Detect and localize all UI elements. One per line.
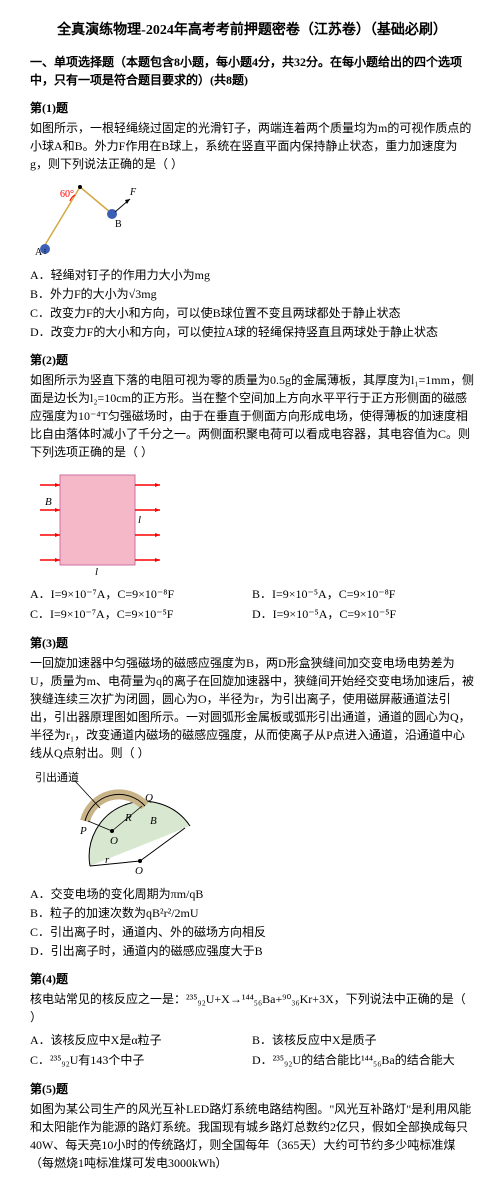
ball-a-label: A <box>35 247 43 257</box>
q1-opt-c: C．改变力F的大小和方向，可以使B球位置不变且两球都处于静止状态 <box>30 304 474 322</box>
o-label: O <box>135 865 143 876</box>
q1-opt-b: B．外力F的大小为√3mg <box>30 285 474 303</box>
q2-opt-b: B．I=9×10⁻⁵A，C=9×10⁻⁸F <box>252 585 474 603</box>
q4-opt-a: A．该核反应中X是α粒子 <box>30 1031 252 1049</box>
q2-opt-d: D．I=9×10⁻⁵A，C=9×10⁻⁵F <box>252 605 474 623</box>
q1-figure: 60° A B F <box>30 177 474 262</box>
q4-options: A．该核反应中X是α粒子 B．该核反应中X是质子 C．²³⁵₉₂U有143个中子… <box>30 1030 474 1070</box>
q3-figure: 引出通道 Q P R B r O O <box>30 766 474 881</box>
p-label: P <box>79 825 87 837</box>
ball-b-label: B <box>115 219 122 230</box>
q1-opt-d: D．改变力F的大小和方向，可以使拉A球的轻绳保持竖直且两球处于静止状态 <box>30 323 474 341</box>
q1-number: 第(1)题 <box>30 99 474 117</box>
q1-opt-a: A．轻绳对钉子的作用力大小为mg <box>30 266 474 284</box>
section-heading: 一、单项选择题（本题包含8小题，每小题4分，共32分。在每小题给出的四个选项中，… <box>30 53 474 89</box>
o1-label: O <box>110 835 118 847</box>
l-label: l <box>138 514 141 526</box>
q5-number: 第(5)题 <box>30 1080 474 1098</box>
q2-text: 如图所示为竖直下落的电阻可视为零的质量为0.5g的金属薄板，其厚度为l₁=1mm… <box>30 371 474 461</box>
l2-label: l <box>95 566 98 575</box>
q3-options: A．交变电场的变化周期为πm/qB B．粒子的加速次数为qB²r²/2mU C．… <box>30 885 474 960</box>
q2-figure: B l l <box>30 465 474 580</box>
q-label: Q <box>145 792 153 804</box>
q1-options: A．轻绳对钉子的作用力大小为mg B．外力F的大小为√3mg C．改变力F的大小… <box>30 266 474 341</box>
q1-text: 如图所示，一根轻绳绕过固定的光滑钉子，两端连着两个质量均为m的可视作质点的小球A… <box>30 119 474 173</box>
bfield-label: B <box>150 815 157 827</box>
q3-opt-a: A．交变电场的变化周期为πm/qB <box>30 885 474 903</box>
q2-number: 第(2)题 <box>30 351 474 369</box>
q4-text: 核电站常见的核反应之一是：²³⁵₉₂U+X→¹⁴⁴₅₆Ba+⁹⁰₃₆Kr+3X，… <box>30 990 474 1026</box>
q4-opt-b: B．该核反应中X是质子 <box>252 1031 474 1049</box>
q4-opt-c: C．²³⁵₉₂U有143个中子 <box>30 1051 252 1069</box>
q4-number: 第(4)题 <box>30 970 474 988</box>
page-title: 全真演练物理-2024年高考考前押题密卷（江苏卷）（基础必刷） <box>30 20 474 41</box>
q3-opt-d: D．引出离子时，通道内的磁感应强度大于B <box>30 942 474 960</box>
q2-opt-c: C．I=9×10⁻⁷A，C=9×10⁻⁵F <box>30 605 252 623</box>
radius-label: r <box>105 854 110 866</box>
channel-label: 引出通道 <box>35 770 79 784</box>
q4-opt-d: D．²³⁵₉₂U的结合能比¹⁴⁴₅₆Ba的结合能大 <box>252 1051 474 1069</box>
q2-options: A．I=9×10⁻⁷A，C=9×10⁻⁸F B．I=9×10⁻⁵A，C=9×10… <box>30 584 474 624</box>
q3-text: 一回旋加速器中匀强磁场的磁感应强度为B，两D形盒狭缝间加交变电场电势差为U，质量… <box>30 654 474 762</box>
force-label: F <box>129 187 137 198</box>
q2-opt-a: A．I=9×10⁻⁷A，C=9×10⁻⁸F <box>30 585 252 603</box>
q5-text: 如图为某公司生产的风光互补LED路灯系统电路结构图。"风光互补路灯"是利用风能和… <box>30 1100 474 1172</box>
b-label: B <box>45 496 52 508</box>
q3-number: 第(3)题 <box>30 634 474 652</box>
q3-opt-c: C．引出离子时，通道内、外的磁场方向相反 <box>30 923 474 941</box>
angle-label: 60° <box>60 189 74 200</box>
q3-opt-b: B．粒子的加速次数为qB²r²/2mU <box>30 904 474 922</box>
